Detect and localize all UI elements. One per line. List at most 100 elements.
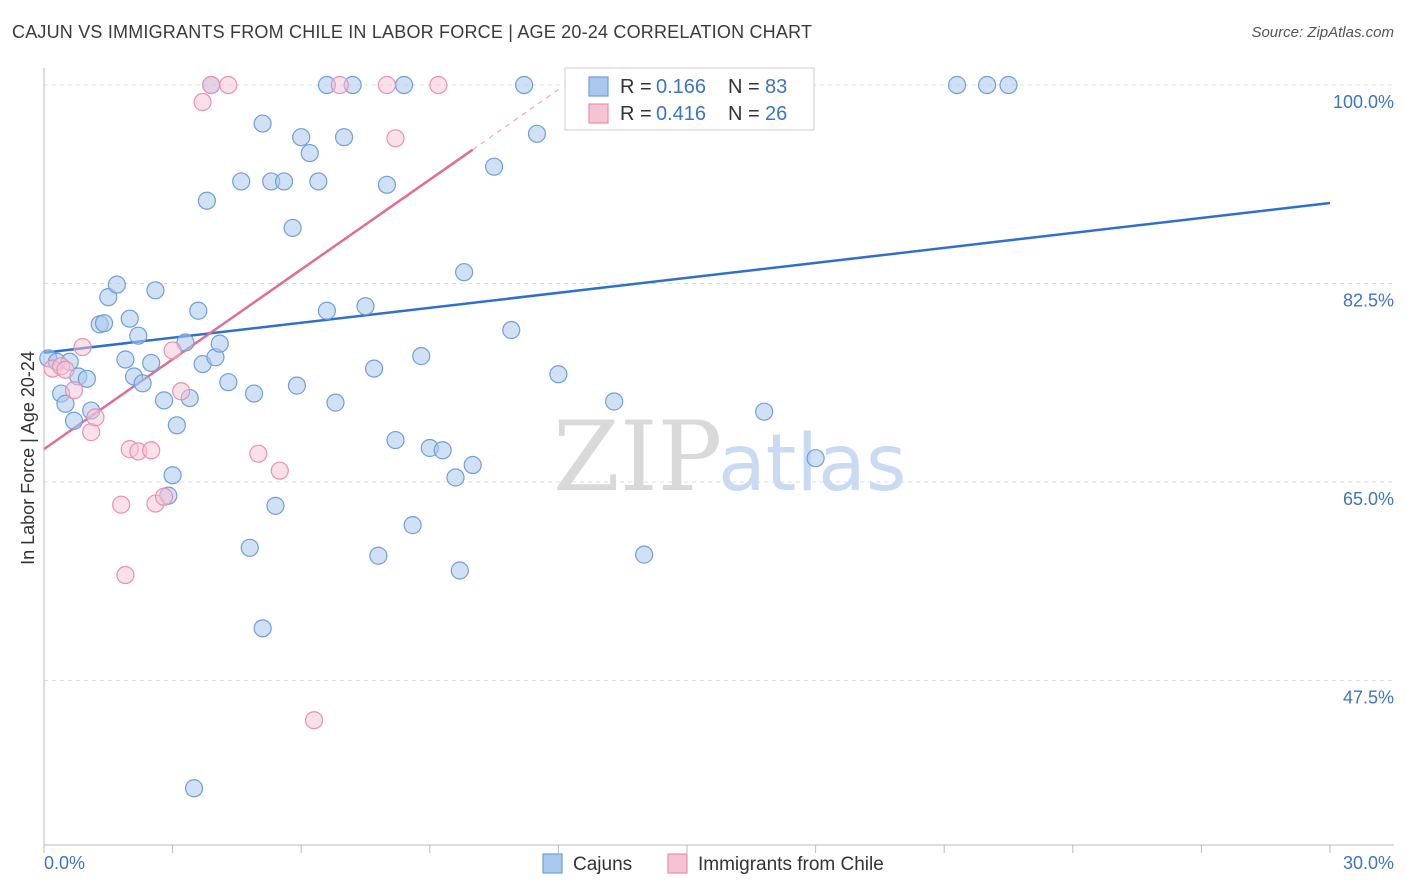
chile-point — [429, 75, 448, 95]
cajun-point — [77, 369, 96, 388]
cajun-point — [120, 309, 139, 328]
cajun-point — [253, 114, 272, 133]
chile-point — [193, 92, 212, 112]
cajun-point — [283, 218, 302, 238]
cajun-point — [977, 75, 997, 95]
cajun-point — [232, 172, 251, 191]
cajun-point — [527, 124, 547, 143]
bottom-legend-label-chile: Immigrants from Chile — [698, 854, 884, 875]
chile-point — [116, 565, 135, 585]
watermark: ZIP atlas — [553, 401, 907, 513]
cajun-point — [433, 441, 452, 460]
cajun-point — [163, 466, 182, 485]
cajun-point — [377, 175, 397, 194]
cajun-point — [806, 449, 825, 468]
cajun-point — [253, 619, 272, 638]
cajun-point — [369, 546, 388, 565]
bottom-legend-label-cajuns: Cajuns — [573, 854, 632, 875]
cajun-point — [317, 301, 337, 320]
trend-lines — [43, 89, 1331, 451]
y-tick-label: 100.0% — [1333, 92, 1394, 112]
cajun-point — [129, 326, 148, 345]
chile-point — [154, 487, 174, 506]
cajun-point — [386, 430, 405, 450]
cajun-point — [189, 301, 208, 320]
cajun-point — [116, 350, 135, 369]
y-axis-title: In Labor Force | Age 20-24 — [18, 351, 38, 565]
chile-point — [202, 75, 221, 95]
cajun-point — [463, 455, 482, 475]
bottom-legend: Cajuns Immigrants from Chile — [542, 853, 884, 875]
cajun-point — [133, 374, 152, 393]
cajun-point — [454, 263, 474, 282]
chile-point — [219, 75, 238, 95]
cajun-point — [605, 392, 624, 411]
cajun-point — [403, 516, 422, 535]
cajun-point — [244, 384, 264, 403]
chile-point — [330, 75, 349, 95]
x-tick-label: 30.0% — [1343, 853, 1394, 873]
cajun-point — [219, 373, 238, 392]
cajun-point — [300, 143, 319, 163]
bottom-legend-swatch-cajuns — [542, 853, 563, 874]
chile-point — [86, 408, 105, 427]
cajun-point — [210, 334, 229, 353]
cajun-point — [502, 320, 521, 340]
cajun-point — [197, 191, 216, 210]
chart-title: CAJUN VS IMMIGRANTS FROM CHILE IN LABOR … — [12, 22, 813, 42]
chile-point — [304, 711, 324, 730]
cajun-point — [309, 172, 328, 191]
x-ticks: 0.0% 30.0% — [43, 845, 1394, 873]
legend-n-label: N = — [728, 103, 760, 125]
chile-point — [249, 444, 268, 463]
cajun-point — [240, 538, 259, 557]
chile-point — [112, 495, 131, 514]
chile-point — [142, 441, 161, 460]
y-tick-labels: 100.0% 82.5% 65.0% 47.5% — [1333, 92, 1394, 708]
cajun-trend-line — [43, 201, 1331, 354]
cajun-point — [450, 561, 469, 580]
cajun-point — [167, 416, 186, 435]
legend: R = 0.166 N = 83 R = 0.416 N = 26 — [564, 67, 815, 131]
chile-point — [377, 75, 397, 95]
legend-n-value: 83 — [765, 76, 787, 98]
legend-r-value: 0.416 — [656, 103, 706, 125]
cajun-point — [549, 365, 568, 384]
chile-point — [56, 360, 75, 379]
chile-point — [172, 382, 191, 401]
cajun-point — [146, 281, 165, 300]
cajun-point — [287, 376, 307, 395]
cajun-point — [274, 172, 294, 191]
legend-swatch-chile — [588, 103, 609, 124]
cajun-point — [635, 545, 654, 564]
watermark-zip: ZIP — [553, 401, 722, 513]
cajun-point — [412, 347, 431, 366]
cajun-point — [515, 75, 534, 95]
y-tick-label: 82.5% — [1343, 291, 1394, 311]
cajun-point — [64, 411, 84, 430]
cajun-point — [394, 75, 414, 95]
cajun-point — [107, 275, 126, 294]
cajun-point — [334, 128, 354, 147]
cajun-point — [142, 353, 161, 373]
cajun-point — [947, 75, 967, 95]
cajun-point — [446, 468, 465, 487]
chile-point — [386, 129, 405, 148]
chile-point — [73, 337, 92, 357]
legend-swatch-cajuns — [588, 76, 609, 97]
legend-r-label: R = — [620, 103, 652, 125]
legend-n-value: 26 — [765, 103, 787, 125]
y-tick-label: 47.5% — [1343, 688, 1394, 708]
y-tick-label: 65.0% — [1343, 489, 1394, 509]
cajun-point — [94, 314, 114, 333]
legend-r-label: R = — [620, 76, 652, 98]
chile-trend-line — [43, 148, 474, 451]
chart-source: Source: ZipAtlas.com — [1251, 24, 1394, 41]
x-tick-label: 0.0% — [44, 853, 85, 873]
legend-n-label: N = — [728, 76, 760, 98]
cajun-point — [326, 393, 345, 412]
cajun-point — [99, 288, 118, 307]
cajun-point — [292, 128, 311, 147]
cajun-point — [56, 394, 75, 413]
cajun-point — [999, 75, 1018, 95]
